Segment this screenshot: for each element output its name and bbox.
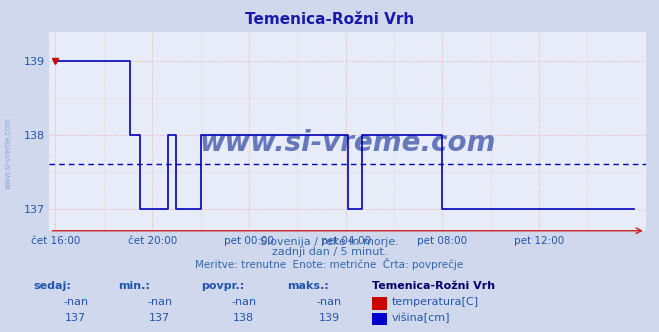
- Text: -nan: -nan: [147, 297, 173, 307]
- Text: -nan: -nan: [317, 297, 342, 307]
- Text: -nan: -nan: [63, 297, 88, 307]
- Text: sedaj:: sedaj:: [33, 281, 71, 290]
- Text: www.si-vreme.com: www.si-vreme.com: [200, 129, 496, 157]
- Text: maks.:: maks.:: [287, 281, 328, 290]
- Text: 139: 139: [319, 313, 340, 323]
- Text: povpr.:: povpr.:: [201, 281, 244, 290]
- Text: višina[cm]: višina[cm]: [392, 313, 451, 323]
- Text: -nan: -nan: [231, 297, 256, 307]
- Text: min.:: min.:: [119, 281, 150, 290]
- Text: 138: 138: [233, 313, 254, 323]
- Text: zadnji dan / 5 minut.: zadnji dan / 5 minut.: [272, 247, 387, 257]
- Text: 137: 137: [149, 313, 171, 323]
- Text: temperatura[C]: temperatura[C]: [392, 297, 479, 307]
- Text: Temenica-Rožni Vrh: Temenica-Rožni Vrh: [372, 281, 496, 290]
- Text: www.si-vreme.com: www.si-vreme.com: [3, 117, 13, 189]
- Text: 137: 137: [65, 313, 86, 323]
- Text: Slovenija / reke in morje.: Slovenija / reke in morje.: [260, 237, 399, 247]
- Text: Meritve: trenutne  Enote: metrične  Črta: povprečje: Meritve: trenutne Enote: metrične Črta: …: [195, 258, 464, 270]
- Text: Temenica-Rožni Vrh: Temenica-Rožni Vrh: [245, 12, 414, 27]
